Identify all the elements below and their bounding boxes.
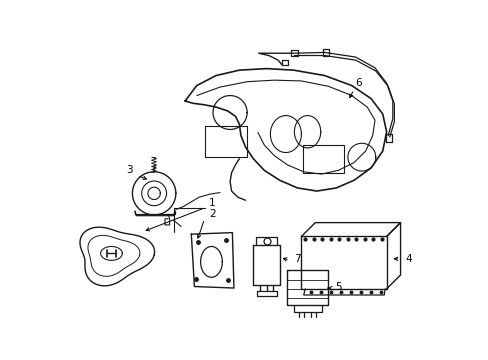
Text: 1: 1 [208,198,215,208]
Text: 7: 7 [294,254,300,264]
Text: 5: 5 [335,282,341,292]
Text: 3: 3 [126,165,132,175]
Text: 4: 4 [404,254,411,264]
Text: 6: 6 [355,78,361,88]
Text: 2: 2 [208,209,215,219]
